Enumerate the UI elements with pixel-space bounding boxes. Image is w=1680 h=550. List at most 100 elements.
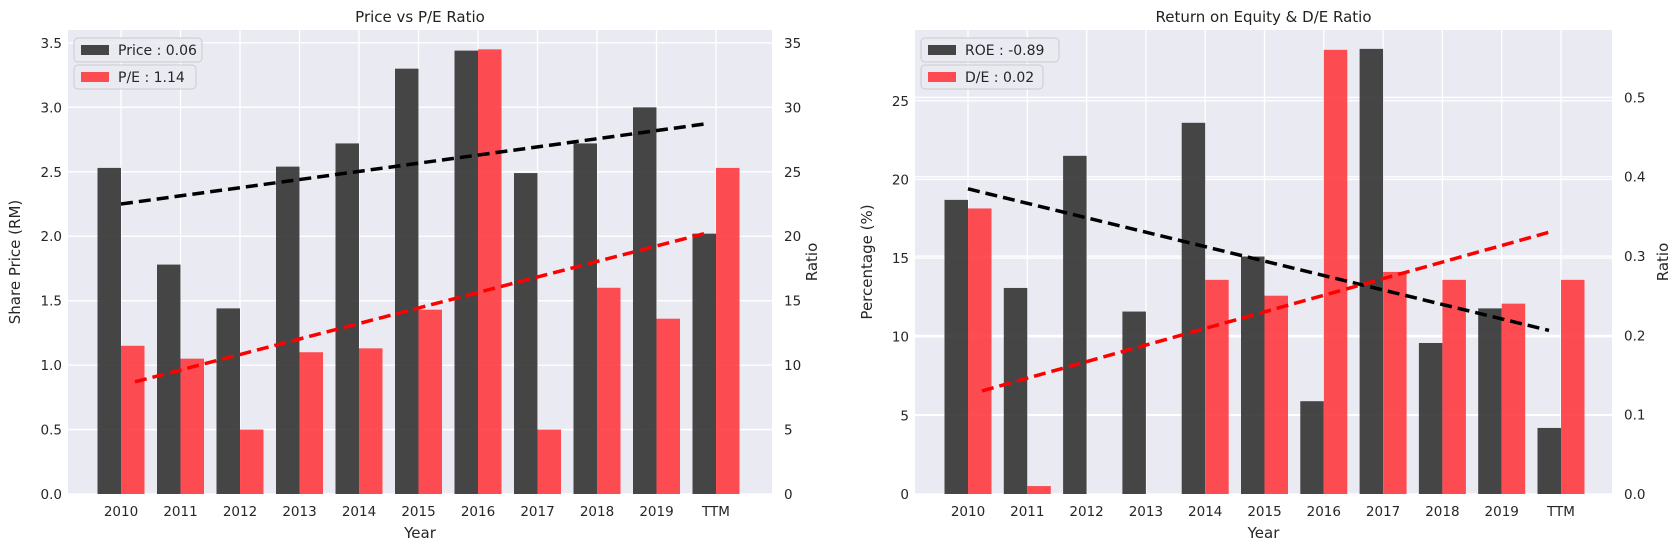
bar-de-2016 (1323, 49, 1348, 494)
right-y-tick-label: 35 (784, 36, 801, 52)
right-y-tick-label: 0.5 (1624, 90, 1645, 106)
left-y-tick-label: 2.0 (41, 229, 62, 245)
x-tick-label: 2011 (1010, 504, 1044, 520)
bar-roe-2015 (1241, 256, 1265, 494)
chart-title: Price vs P/E Ratio (355, 8, 485, 26)
right-y-tick-label: 5 (784, 423, 793, 439)
bar-price-2017 (514, 173, 538, 495)
bar-roe-2013 (1122, 311, 1146, 494)
legend-label: D/E : 0.02 (965, 70, 1034, 86)
x-tick-label: 2011 (163, 504, 197, 520)
right-y-tick-label: 0.0 (1624, 487, 1645, 503)
x-tick-label: 2019 (1485, 504, 1519, 520)
right-y-tick-label: 0 (784, 487, 793, 503)
left-y-tick-label: 10 (892, 330, 909, 346)
bar-de-2015 (1264, 295, 1288, 494)
right-y-tick-label: 30 (784, 100, 801, 116)
x-tick-label: 2019 (639, 504, 673, 520)
x-tick-label: 2015 (1247, 504, 1281, 520)
legend-0: ROE : -0.89 (920, 37, 1060, 63)
left-y-tick-label: 1.5 (41, 294, 62, 310)
legend-label: ROE : -0.89 (965, 43, 1044, 59)
x-tick-label: 2016 (461, 504, 495, 520)
x-tick-label: TTM (701, 504, 730, 520)
left-y-tick-label: 0 (900, 487, 909, 503)
right-y-tick-label: 0.3 (1624, 249, 1645, 265)
bar-de-2011 (1027, 486, 1051, 494)
bar-price-2018 (573, 143, 597, 494)
trendline-left-series (120, 122, 705, 206)
x-tick-label: 2015 (401, 504, 435, 520)
legend-1: D/E : 0.02 (920, 64, 1044, 90)
left-y-tick-label: 1.0 (41, 358, 62, 374)
legend-swatch (928, 45, 956, 55)
right-y-tick-label: 0.2 (1624, 328, 1645, 344)
bar-roe-2018 (1418, 343, 1443, 494)
right-y-tick-label: 20 (784, 229, 801, 245)
bar-de-2018 (1442, 279, 1466, 494)
bar-roe-2019 (1478, 308, 1502, 494)
legend-0: Price : 0.06 (73, 37, 203, 63)
left-y-tick-label: 5 (900, 408, 909, 424)
chart-1: 2010 2011 2012 2013 2014 2015 2016 2017 2018 2019… (858, 8, 1672, 542)
bar-pe-2010 (121, 345, 145, 494)
x-tick-label: 2012 (223, 504, 257, 520)
x-tick-label: 2010 (104, 504, 138, 520)
x-tick-label: 2016 (1307, 504, 1341, 520)
legend-swatch (81, 45, 109, 55)
left-y-axis-label: Share Price (RM) (6, 200, 24, 324)
right-y-axis-label: Ratio (1654, 243, 1672, 282)
legend-label: Price : 0.06 (118, 43, 197, 59)
x-tick-label: 2014 (342, 504, 376, 520)
left-y-tick-label: 15 (892, 251, 909, 267)
right-y-axis-label: Ratio (803, 243, 821, 282)
bar-roe-2014 (1181, 122, 1206, 495)
bar-pe-2016 (478, 49, 502, 494)
left-y-tick-label: 20 (892, 172, 909, 188)
chart-0: 2010 2011 2012 2013 2014 2015 2016 2017 2018 2019… (6, 8, 821, 542)
x-tick-label: 2013 (1129, 504, 1163, 520)
trendline-left-series (967, 187, 1550, 333)
bar-pe-2017 (537, 429, 561, 494)
legend-box (73, 37, 203, 63)
left-y-tick-label: 3.0 (41, 100, 62, 116)
trendline-right-series (981, 230, 1550, 393)
bar-pe-2011 (180, 358, 204, 494)
right-y-tick-label: 0.4 (1624, 170, 1645, 186)
bar-roe-2011 (1003, 287, 1028, 494)
right-y-tick-label: 15 (784, 294, 801, 310)
legend-label: P/E : 1.14 (118, 70, 185, 86)
chart-title: Return on Equity & D/E Ratio (1155, 8, 1371, 26)
bar-price-2019 (633, 107, 657, 494)
bar-de-2014 (1205, 279, 1229, 494)
bar-pe-2013 (299, 352, 323, 494)
bar-roe-TTM (1537, 427, 1561, 494)
bar-de-TTM (1561, 279, 1585, 494)
left-y-axis-label: Percentage (%) (858, 204, 876, 319)
bar-pe-2014 (359, 348, 383, 494)
bar-price-2012 (216, 308, 240, 494)
bar-price-2013 (276, 166, 300, 494)
left-y-tick-label: 3.5 (41, 36, 62, 52)
bar-de-2017 (1383, 271, 1407, 494)
bar-de-2010 (968, 208, 992, 494)
x-axis-label: Year (1247, 524, 1281, 542)
legend-1: P/E : 1.14 (73, 64, 197, 90)
bar-price-2011 (157, 264, 181, 494)
x-tick-label: 2012 (1069, 504, 1103, 520)
bar-pe-2019 (656, 318, 680, 494)
x-tick-label: 2014 (1188, 504, 1222, 520)
bar-roe-2012 (1063, 155, 1087, 494)
legend-swatch (928, 72, 956, 82)
bar-pe-TTM (716, 167, 740, 494)
bar-roe-2010 (944, 199, 968, 494)
x-tick-label: 2018 (1425, 504, 1459, 520)
left-y-tick-label: 0.5 (41, 423, 62, 439)
trendline-right-series (134, 231, 705, 384)
bar-de-2019 (1501, 303, 1526, 494)
x-tick-label: 2018 (580, 504, 614, 520)
left-y-tick-label: 25 (892, 94, 909, 110)
bar-price-2016 (454, 50, 478, 494)
bar-price-2014 (335, 143, 359, 494)
